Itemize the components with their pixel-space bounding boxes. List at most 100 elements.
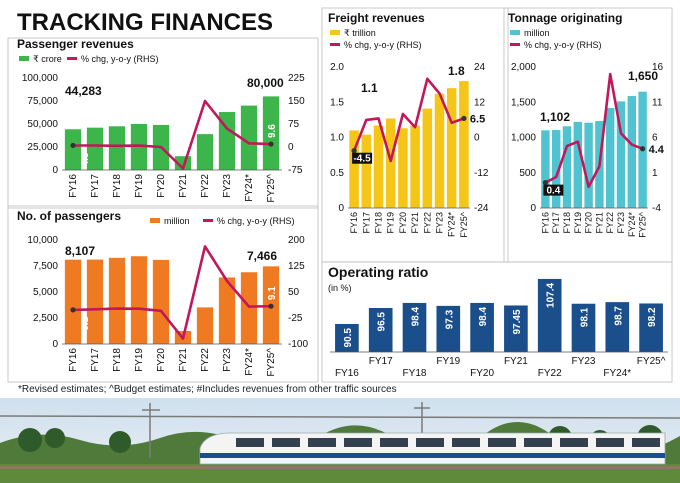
- freight-revenues-xtick: FY22: [422, 212, 432, 234]
- passenger-revenues-y2tick: 150: [288, 96, 305, 107]
- no-of-passengers-xtick: FY18: [112, 348, 123, 372]
- freight-revenues-bar: [373, 125, 384, 208]
- tonnage-originating-bar: [573, 121, 583, 208]
- main-title: TRACKING FINANCES: [17, 9, 273, 36]
- passenger-revenues-bar: [108, 126, 126, 170]
- operating-ratio-xtick: FY25^: [637, 356, 666, 367]
- passenger-revenues-xtick: FY25^: [266, 174, 277, 203]
- no-of-passengers-xtick: FY19: [134, 348, 145, 372]
- freight-revenues-xtick: FY17: [361, 212, 371, 234]
- footnote: *Revised estimates; ^Budget estimates; #…: [18, 384, 397, 395]
- no-of-passengers-bar-first-label: 8,107: [65, 244, 95, 258]
- tonnage-originating-ytick: 1,000: [511, 133, 536, 144]
- operating-ratio-subtitle: (in %): [328, 283, 352, 293]
- passenger-revenues-xtick: FY24*: [244, 174, 255, 202]
- operating-ratio-bar: [470, 302, 494, 352]
- no-of-passengers-xtick: FY22: [200, 348, 211, 372]
- operating-ratio-panel-border: [321, 261, 673, 383]
- operating-ratio-bar: [605, 302, 630, 352]
- passenger-revenues-bar: [130, 124, 148, 170]
- no-of-passengers-legend-bar-swatch: [150, 218, 160, 223]
- operating-ratio-bar: [537, 278, 562, 352]
- no-of-passengers-y2tick: -25: [288, 313, 303, 324]
- tonnage-originating-y2tick: -4: [652, 203, 661, 214]
- operating-ratio-value-label: 90.5: [343, 328, 354, 348]
- passenger-revenues-legend-line-label: % chg, y-o-y (RHS): [81, 54, 159, 64]
- tonnage-originating-y2tick: 1: [652, 168, 658, 179]
- freight-revenues-legend-bar-label: ₹ trillion: [344, 28, 376, 38]
- operating-ratio-bar: [402, 302, 427, 352]
- tonnage-originating-legend-line-label: % chg, y-o-y (RHS): [524, 40, 602, 50]
- freight-revenues-line-first-label: -4.5: [353, 154, 371, 165]
- passenger-revenues-panel-border: [7, 37, 319, 209]
- freight-revenues-xtick: FY19: [386, 212, 396, 234]
- freight-revenues-xtick: FY25^: [459, 211, 469, 238]
- train-photo: [0, 398, 680, 483]
- passenger-revenues-ytick: 0: [52, 165, 58, 176]
- tonnage-originating-ytick: 500: [519, 168, 536, 179]
- freight-revenues-bar: [446, 88, 457, 208]
- freight-revenues-y2tick: 12: [474, 97, 486, 108]
- freight-revenues-line-last-label: 6.5: [470, 113, 485, 125]
- no-of-passengers-y2tick: 125: [288, 261, 305, 272]
- tonnage-originating-ytick: 2,000: [511, 62, 536, 73]
- passenger-revenues-line-point: [70, 142, 76, 149]
- tonnage-originating-bar-last-label: 1,650: [628, 69, 658, 83]
- passenger-revenues-title: Passenger revenues: [17, 37, 134, 51]
- tonnage-originating-bar: [605, 108, 615, 208]
- operating-ratio-xtick: FY20: [470, 368, 494, 379]
- passenger-revenues-xtick: FY19: [134, 174, 145, 198]
- freight-revenues-bar: [422, 108, 433, 208]
- freight-revenues-bar: [361, 134, 372, 208]
- freight-revenues-ytick: 2.0: [330, 62, 344, 73]
- passenger-revenues-legend-line-swatch: [67, 57, 77, 60]
- freight-revenues-line: [352, 77, 465, 163]
- freight-revenues-ytick: 0: [338, 203, 344, 214]
- freight-revenues-legend-bar-swatch: [330, 30, 340, 35]
- no-of-passengers-legend-bar-label: million: [164, 216, 190, 226]
- no-of-passengers-xtick: FY24*: [244, 348, 255, 376]
- passenger-revenues-y2tick: 75: [288, 119, 300, 130]
- operating-ratio-xtick: FY24*: [603, 368, 631, 379]
- no-of-passengers-xtick: FY21: [178, 348, 189, 372]
- operating-ratio-xtick: FY22: [538, 368, 562, 379]
- no-of-passengers-bar: [196, 307, 214, 344]
- freight-revenues-bar: [410, 125, 420, 208]
- operating-ratio-xtick: FY16: [335, 368, 359, 379]
- freight-revenues-line-point: [461, 115, 467, 122]
- passenger-revenues-bar: [64, 129, 82, 170]
- operating-ratio-xtick: FY18: [403, 368, 427, 379]
- passenger-revenues-line-point: [268, 141, 274, 147]
- freight-revenues-y2tick: 24: [474, 62, 486, 73]
- freight-revenues-bar: [349, 130, 359, 208]
- tonnage-originating-xtick: FY17: [551, 212, 561, 234]
- passenger-revenues-line: [73, 99, 272, 170]
- no-of-passengers-xtick: FY25^: [266, 348, 277, 377]
- passenger-revenues-bar: [218, 112, 236, 170]
- passenger-revenues-line-first-label: 4.5: [80, 152, 91, 166]
- freight-revenues-bar: [398, 128, 408, 208]
- freight-revenues-legend-line-swatch: [330, 43, 340, 46]
- freight-revenues-bar-last-label: 1.8: [448, 64, 465, 78]
- freight-revenues-title: Freight revenues: [328, 11, 425, 25]
- passenger-revenues-y2tick: -75: [288, 165, 303, 176]
- passenger-revenues-line-last-label: 9.6: [267, 124, 278, 138]
- passenger-revenues-xtick: FY18: [112, 174, 123, 198]
- no-of-passengers-bar-last-label: 7,466: [247, 249, 277, 263]
- freight-revenues-xtick: FY18: [374, 212, 384, 234]
- freight-revenues-xtick: FY21: [410, 212, 420, 234]
- tonnage-originating-xtick: FY22: [605, 212, 615, 234]
- freight-revenues-y2tick: -24: [474, 203, 489, 214]
- operating-ratio-xtick: FY21: [504, 356, 528, 367]
- passenger-revenues-legend-bar-swatch: [19, 56, 29, 61]
- tonnage-originating-xtick: FY25^: [638, 211, 648, 238]
- no-of-passengers-ytick: 5,000: [33, 287, 58, 298]
- tonnage-originating-line: [544, 72, 644, 189]
- tonnage-originating-line-point: [640, 146, 646, 152]
- freight-revenues-ytick: 1.0: [330, 133, 344, 144]
- tonnage-originating-xtick: FY18: [562, 212, 572, 234]
- freight-revenues-legend-line-label: % chg, y-o-y (RHS): [344, 40, 422, 50]
- freight-revenues-line-point: [351, 148, 357, 154]
- freight-revenues-xtick: FY24*: [447, 212, 457, 238]
